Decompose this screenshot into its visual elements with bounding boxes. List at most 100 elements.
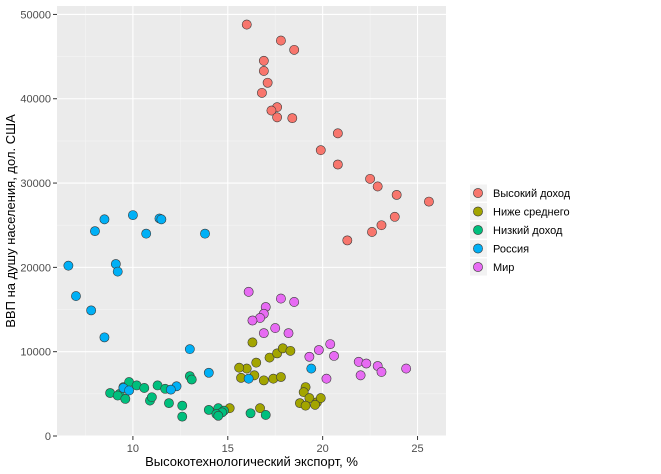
data-point-series-3 bbox=[63, 260, 74, 271]
data-point-series-1 bbox=[285, 345, 296, 356]
data-point-series-2 bbox=[120, 394, 131, 404]
data-point-series-3 bbox=[128, 210, 138, 220]
data-point-series-0 bbox=[258, 55, 269, 66]
data-point-series-0 bbox=[424, 196, 434, 207]
x-tick-label: 20 bbox=[317, 443, 329, 455]
legend-label: Мир bbox=[493, 262, 514, 274]
data-point-series-4 bbox=[376, 367, 387, 377]
data-point-series-3 bbox=[86, 305, 97, 316]
data-point-series-0 bbox=[258, 66, 269, 76]
y-tick-label: 40000 bbox=[20, 94, 51, 106]
data-point-series-3 bbox=[99, 214, 110, 225]
data-point-series-1 bbox=[276, 372, 286, 382]
data-point-series-0 bbox=[315, 145, 326, 156]
data-point-series-0 bbox=[332, 159, 343, 170]
data-point-series-0 bbox=[367, 227, 377, 237]
legend-label: Ниже среднего bbox=[493, 207, 570, 219]
x-tick-label: 10 bbox=[127, 443, 139, 455]
data-point-series-3 bbox=[71, 291, 81, 301]
data-point-series-2 bbox=[146, 392, 157, 403]
legend-label: Россия bbox=[493, 244, 529, 256]
data-point-series-1 bbox=[247, 337, 258, 348]
y-tick-label: 10000 bbox=[20, 347, 51, 359]
data-point-series-0 bbox=[289, 44, 300, 55]
data-point-series-1 bbox=[255, 403, 265, 414]
data-point-series-0 bbox=[241, 19, 252, 30]
data-point-series-1 bbox=[258, 375, 269, 386]
legend-marker bbox=[473, 188, 483, 198]
data-point-series-0 bbox=[257, 87, 267, 98]
data-point-series-3 bbox=[156, 214, 167, 225]
data-point-series-2 bbox=[213, 410, 224, 421]
y-axis-title: ВВП на душу населения, дол. США bbox=[3, 114, 18, 328]
data-point-series-4 bbox=[247, 315, 258, 326]
data-point-series-3 bbox=[124, 385, 135, 396]
data-point-series-3 bbox=[203, 367, 214, 378]
data-point-series-2 bbox=[245, 408, 256, 419]
data-point-series-3 bbox=[99, 332, 110, 343]
data-point-series-1 bbox=[315, 393, 326, 403]
y-tick-label: 30000 bbox=[20, 178, 51, 190]
data-point-series-4 bbox=[321, 373, 332, 384]
data-point-series-0 bbox=[376, 220, 387, 231]
data-point-series-4 bbox=[289, 297, 300, 307]
data-point-series-2 bbox=[177, 411, 188, 422]
data-point-series-1 bbox=[251, 357, 262, 368]
legend-marker bbox=[473, 262, 483, 272]
data-point-series-3 bbox=[112, 266, 123, 277]
legend: Высокий доход Ниже среднего Низкий доход Ро… bbox=[470, 184, 571, 276]
data-point-series-2 bbox=[139, 383, 150, 393]
x-tick-label: 15 bbox=[222, 443, 234, 455]
data-point-series-4 bbox=[329, 351, 339, 361]
data-point-series-0 bbox=[332, 128, 343, 139]
data-point-series-2 bbox=[177, 400, 188, 411]
y-tick-label: 0 bbox=[45, 431, 51, 443]
data-point-series-0 bbox=[287, 113, 298, 124]
data-point-series-0 bbox=[276, 35, 286, 46]
major-gridlines bbox=[57, 6, 446, 437]
y-axis-ticks: 0 10000 20000 30000 40000 50000 bbox=[20, 9, 57, 443]
data-point-series-2 bbox=[186, 374, 197, 385]
legend-marker bbox=[473, 206, 483, 217]
data-point-series-3 bbox=[165, 384, 176, 395]
data-point-series-4 bbox=[276, 293, 286, 304]
data-point-series-0 bbox=[266, 105, 277, 116]
data-point-series-4 bbox=[270, 323, 281, 333]
data-point-series-4 bbox=[361, 358, 372, 369]
data-point-series-2 bbox=[164, 398, 174, 409]
data-point-series-4 bbox=[304, 351, 315, 362]
data-point-series-0 bbox=[262, 77, 273, 88]
y-tick-label: 20000 bbox=[20, 262, 51, 274]
data-point-series-3 bbox=[141, 228, 152, 239]
data-point-series-1 bbox=[234, 362, 245, 373]
data-point-series-4 bbox=[283, 328, 294, 339]
data-point-series-4 bbox=[313, 345, 324, 355]
legend-marker bbox=[473, 243, 483, 254]
x-axis-title: Высокотехнологический экспорт, % bbox=[145, 454, 358, 469]
data-point-series-2 bbox=[203, 404, 214, 415]
data-point-series-4 bbox=[243, 286, 254, 297]
data-point-series-0 bbox=[342, 235, 353, 246]
data-point-series-0 bbox=[365, 173, 375, 184]
legend-label: Низкий доход bbox=[493, 225, 563, 237]
data-point-series-1 bbox=[264, 352, 275, 363]
data-point-series-1 bbox=[300, 400, 311, 411]
data-point-series-3 bbox=[184, 344, 195, 355]
legend-marker bbox=[473, 225, 483, 235]
data-point-series-3 bbox=[243, 373, 254, 384]
data-point-series-4 bbox=[401, 363, 412, 374]
x-axis-ticks: 10 15 20 25 bbox=[127, 436, 424, 455]
data-points bbox=[63, 19, 434, 422]
x-tick-label: 25 bbox=[411, 443, 423, 455]
data-point-series-0 bbox=[391, 189, 402, 200]
data-point-series-0 bbox=[389, 211, 400, 222]
y-tick-label: 50000 bbox=[20, 9, 51, 21]
data-point-series-4 bbox=[258, 328, 269, 339]
data-point-series-1 bbox=[310, 399, 320, 410]
legend-label: Высокий доход bbox=[493, 188, 571, 200]
data-point-series-2 bbox=[260, 410, 271, 420]
data-point-series-1 bbox=[298, 387, 309, 398]
data-point-series-3 bbox=[90, 226, 100, 237]
